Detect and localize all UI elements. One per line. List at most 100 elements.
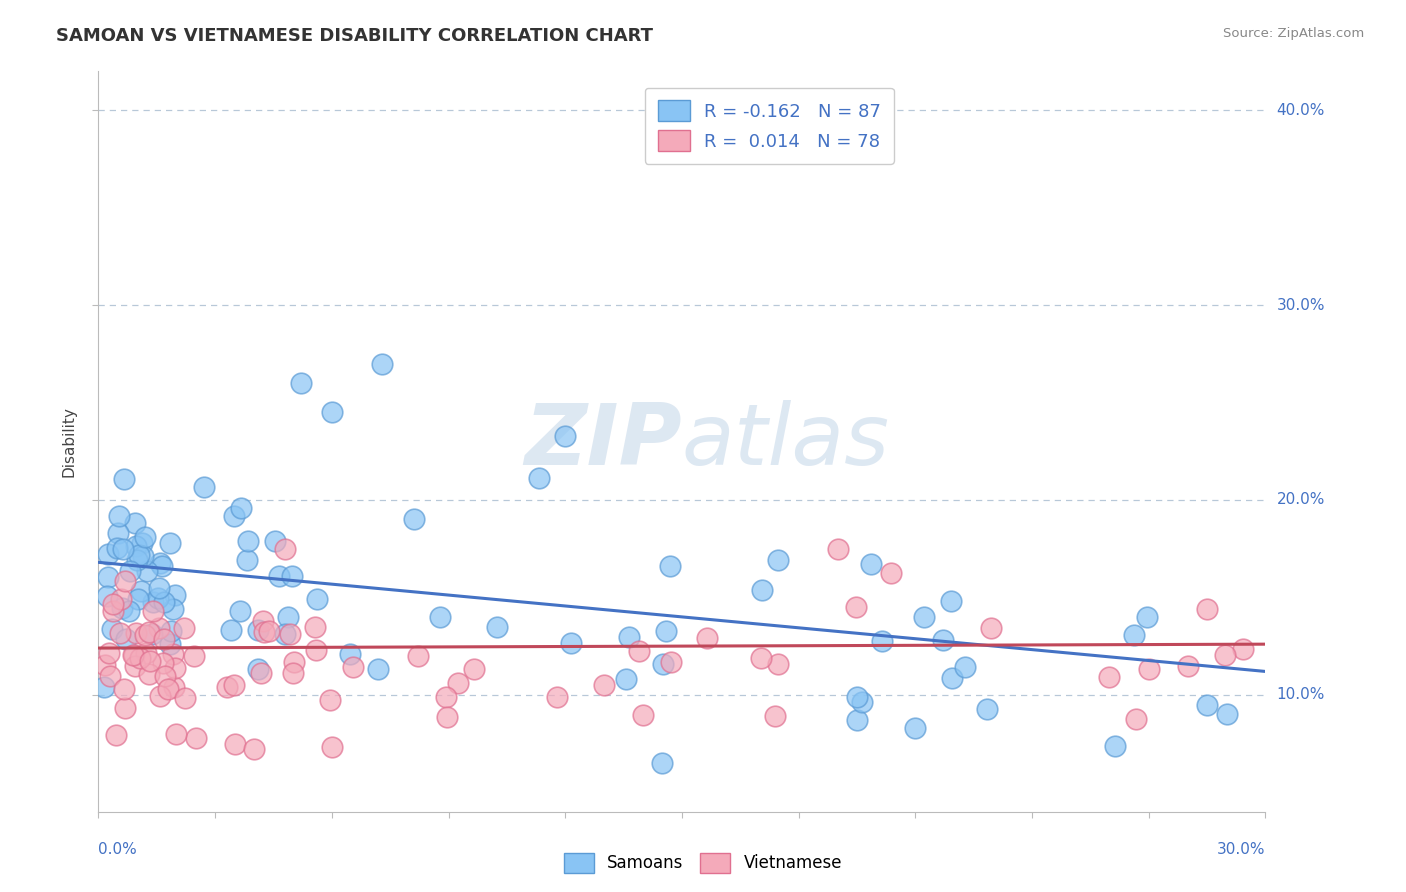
Point [880,566,903,581]
Point [134,531,156,545]
Text: 30.0%: 30.0% [1218,842,1265,857]
Point [651,657,673,671]
Point [763,709,786,723]
Point [114,701,136,715]
Point [486,620,509,634]
Point [122,648,145,662]
Point [193,480,215,494]
Point [1213,648,1236,663]
Point [150,559,173,574]
Point [367,662,389,676]
Legend: Samoans, Vietnamese: Samoans, Vietnamese [557,847,849,880]
Point [184,731,207,745]
Point [97,569,120,583]
Point [529,471,551,485]
Point [243,742,266,756]
Point [980,621,1002,635]
Point [846,713,869,727]
Point [278,627,301,641]
Point [114,574,136,588]
Point [560,635,582,649]
Point [463,662,485,676]
Point [217,680,239,694]
Point [163,681,186,695]
Point [107,526,129,541]
Text: 20.0%: 20.0% [1277,492,1324,508]
Point [183,649,205,664]
Text: Source: ZipAtlas.com: Source: ZipAtlas.com [1223,27,1364,40]
Point [112,682,135,697]
Point [318,692,340,706]
Point [304,619,326,633]
Point [627,644,650,658]
Point [138,666,160,681]
Point [447,676,470,690]
Point [274,541,297,556]
Text: 0.0%: 0.0% [98,842,138,857]
Point [112,472,135,486]
Point [436,710,458,724]
Point [153,632,176,646]
Point [1104,739,1126,753]
Point [160,624,183,638]
Point [97,547,120,561]
Text: 40.0%: 40.0% [1277,103,1324,118]
Point [273,626,295,640]
Point [1215,707,1237,722]
Point [94,658,117,673]
Text: 10.0%: 10.0% [1277,688,1324,702]
Point [1195,602,1218,616]
Point [976,702,998,716]
Point [138,624,160,639]
Point [101,622,124,636]
Point [122,648,145,663]
Point [125,553,148,567]
Point [659,655,682,669]
Point [846,690,869,705]
Point [768,553,790,567]
Point [159,637,181,651]
Point [939,593,962,607]
Point [153,595,176,609]
Point [696,632,718,646]
Point [173,621,195,635]
Point [142,604,165,618]
Point [114,632,136,647]
Point [1123,628,1146,642]
Point [252,615,274,629]
Point [290,376,312,390]
Point [105,729,128,743]
Legend: R = -0.162   N = 87, R =  0.014   N = 78: R = -0.162 N = 87, R = 0.014 N = 78 [645,87,894,164]
Point [101,604,124,618]
Point [554,428,576,442]
Point [174,690,197,705]
Point [141,595,163,609]
Point [148,621,170,635]
Point [159,535,181,549]
Point [872,633,894,648]
Point [129,583,152,598]
Point [321,740,343,755]
Point [546,690,568,705]
Point [110,592,132,607]
Text: SAMOAN VS VIETNAMESE DISABILITY CORRELATION CHART: SAMOAN VS VIETNAMESE DISABILITY CORRELAT… [56,27,654,45]
Point [404,512,426,526]
Point [1177,658,1199,673]
Point [111,601,134,615]
Point [655,624,678,638]
Point [252,625,274,640]
Point [152,656,174,670]
Point [107,541,129,556]
Point [98,646,121,660]
Point [1195,698,1218,712]
Point [321,405,343,419]
Point [127,591,149,606]
Point [149,689,172,703]
Point [429,609,451,624]
Point [224,737,246,751]
Point [658,559,681,574]
Point [235,553,257,567]
Text: atlas: atlas [682,400,890,483]
Point [134,628,156,642]
Point [955,659,977,673]
